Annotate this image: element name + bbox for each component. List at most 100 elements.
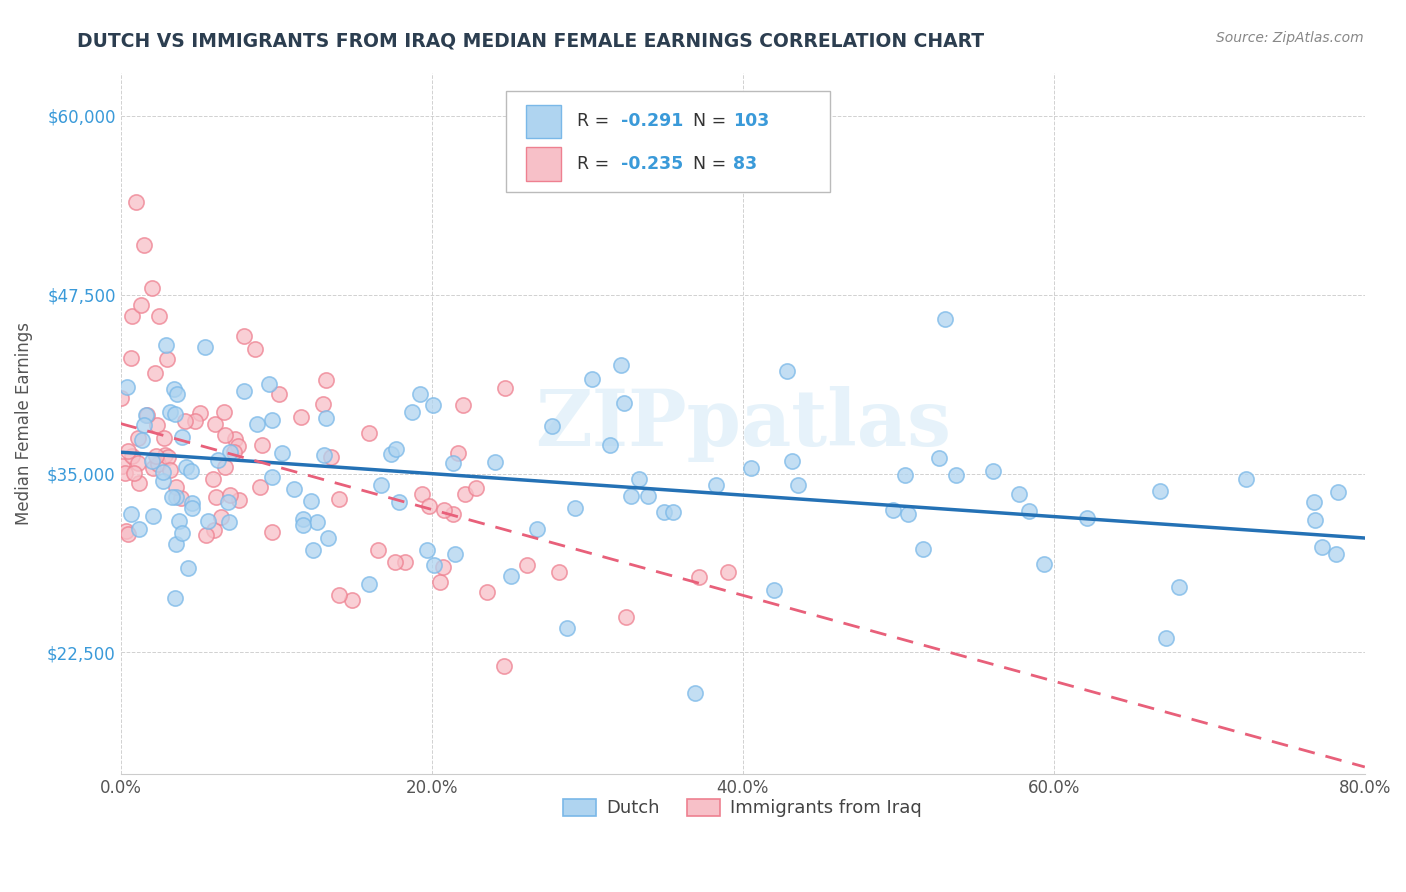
Point [180,501,202,516]
Point [188,406,211,420]
Point [170,430,193,444]
Point [444,547,467,561]
Point [257,376,280,391]
Point [291,518,314,533]
Point [165,537,187,551]
Text: Source: ZipAtlas.com: Source: ZipAtlas.com [1216,31,1364,45]
Point [315,410,337,425]
Point [717,565,740,579]
Point [180,464,202,478]
Point [654,506,676,520]
Point [357,426,380,441]
Point [934,311,956,326]
Point [214,459,236,474]
Point [166,387,188,401]
Point [928,450,950,465]
Point [218,516,240,530]
Point [214,405,236,419]
Point [423,558,446,572]
Point [786,478,808,492]
Point [174,414,197,428]
Point [1324,547,1347,561]
Point [1008,487,1031,501]
Point [763,583,786,598]
Point [267,387,290,401]
Point [262,412,284,426]
Point [194,527,217,541]
Point [367,543,389,558]
Point [315,373,337,387]
Text: R =: R = [576,112,614,130]
Point [418,499,440,513]
Point [142,460,165,475]
Point [283,482,305,496]
Y-axis label: Median Female Earnings: Median Female Earnings [15,322,32,525]
Point [688,569,710,583]
Point [136,409,159,423]
Point [128,522,150,536]
Point [384,555,406,569]
Text: R =: R = [576,155,614,173]
Point [555,621,578,635]
Point [581,372,603,386]
FancyBboxPatch shape [506,90,830,192]
Point [121,309,143,323]
Point [127,456,149,470]
Point [132,237,155,252]
Point [501,569,523,583]
Point [165,591,187,605]
Point [120,507,142,521]
Text: ZIPpatlas: ZIPpatlas [534,385,950,461]
Point [145,450,167,464]
Point [148,457,170,471]
Point [153,431,176,445]
Point [319,450,342,464]
Point [780,454,803,468]
Point [384,442,406,456]
Point [219,444,242,458]
Point [451,398,474,412]
Point [394,555,416,569]
Point [422,398,444,412]
Point [165,490,187,504]
Point [740,461,762,475]
Point [152,474,174,488]
Point [160,490,183,504]
Point [204,417,226,432]
Point [141,454,163,468]
Point [359,577,381,591]
Point [135,408,157,422]
Point [401,404,423,418]
Point [945,468,967,483]
Point [117,443,139,458]
Point [614,610,637,624]
Point [262,525,284,540]
Point [125,194,148,209]
Point [246,417,269,431]
Point [260,469,283,483]
Point [564,501,586,516]
Point [302,542,325,557]
Point [441,507,464,521]
Point [380,447,402,461]
Point [163,382,186,396]
Point [194,340,217,354]
Point [477,585,499,599]
FancyBboxPatch shape [526,147,561,181]
Point [159,405,181,419]
Point [165,407,187,421]
Point [152,465,174,479]
Point [197,514,219,528]
Point [609,359,631,373]
Point [342,592,364,607]
Point [226,439,249,453]
Point [547,565,569,579]
Point [128,475,150,490]
Point [122,466,145,480]
Text: 83: 83 [733,155,756,173]
Point [662,504,685,518]
Text: 103: 103 [733,112,769,130]
Point [370,477,392,491]
Point [202,523,225,537]
Point [183,414,205,428]
